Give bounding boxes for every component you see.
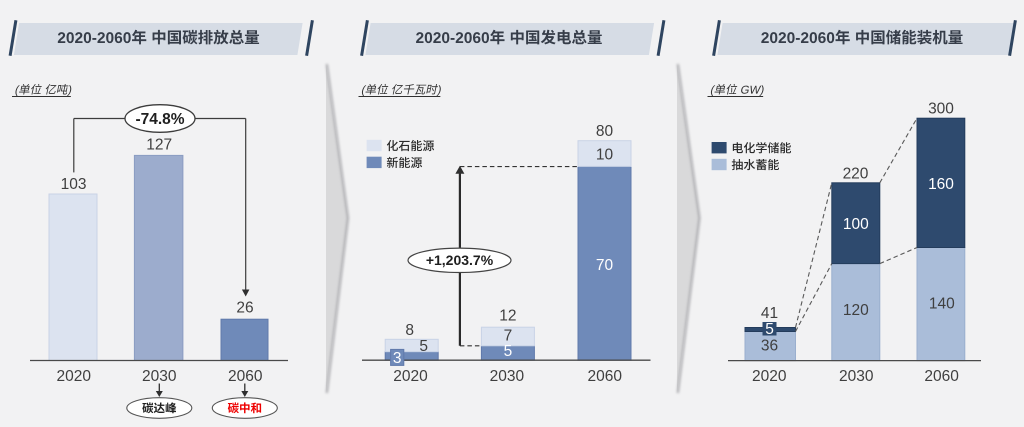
svg-text:300: 300 — [928, 100, 954, 117]
svg-text:127: 127 — [146, 136, 172, 153]
svg-text:100: 100 — [843, 216, 869, 233]
svg-text:3: 3 — [393, 350, 402, 367]
svg-text:140: 140 — [929, 295, 955, 312]
svg-text:2030: 2030 — [142, 368, 177, 385]
svg-text:5: 5 — [765, 321, 774, 338]
svg-text:-74.8%: -74.8% — [135, 111, 184, 128]
svg-text:8: 8 — [405, 322, 414, 339]
svg-text:41: 41 — [761, 305, 778, 322]
svg-text:10: 10 — [596, 147, 614, 164]
svg-text:2060: 2060 — [924, 368, 959, 385]
svg-text:2030: 2030 — [490, 368, 525, 385]
svg-text:70: 70 — [596, 257, 614, 274]
svg-text:103: 103 — [61, 176, 87, 193]
svg-text:80: 80 — [596, 123, 614, 140]
svg-text:2060: 2060 — [588, 368, 623, 385]
svg-text:26: 26 — [236, 300, 253, 317]
svg-text:2020: 2020 — [57, 368, 92, 385]
svg-text:160: 160 — [928, 176, 954, 193]
svg-text:2060: 2060 — [228, 368, 263, 385]
svg-text:2020: 2020 — [393, 368, 428, 385]
svg-text:36: 36 — [761, 337, 778, 354]
svg-text:2020: 2020 — [752, 368, 787, 385]
svg-text:120: 120 — [843, 302, 869, 319]
svg-text:7: 7 — [504, 327, 513, 344]
svg-text:5: 5 — [419, 338, 428, 355]
svg-text:220: 220 — [843, 165, 869, 182]
svg-text:12: 12 — [499, 308, 516, 325]
svg-text:+1,203.7%: +1,203.7% — [426, 252, 494, 268]
svg-text:5: 5 — [504, 343, 513, 360]
svg-text:2030: 2030 — [839, 368, 874, 385]
